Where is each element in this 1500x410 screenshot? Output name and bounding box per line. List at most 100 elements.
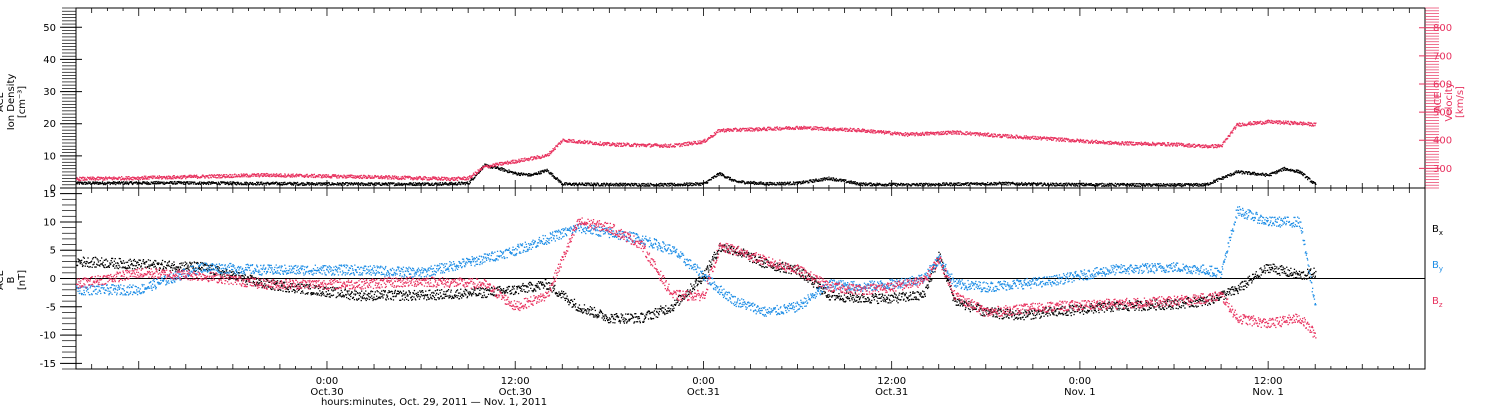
density-point xyxy=(410,182,412,184)
density-point xyxy=(642,183,645,185)
density-point xyxy=(930,185,932,187)
velocity-point xyxy=(832,129,834,132)
density-point xyxy=(698,184,700,187)
velocity-point xyxy=(139,178,141,181)
density-point xyxy=(596,184,598,186)
density-point xyxy=(760,181,762,183)
velocity-point xyxy=(317,174,320,176)
velocity-point xyxy=(660,144,662,146)
density-point xyxy=(549,173,551,175)
density-point xyxy=(155,182,157,184)
velocity-point xyxy=(495,165,497,167)
velocity-point xyxy=(92,179,95,181)
velocity-point xyxy=(840,128,842,130)
velocity-point xyxy=(402,177,404,179)
density-point xyxy=(592,183,594,185)
density-point xyxy=(91,182,94,184)
velocity-point xyxy=(171,177,173,180)
velocity-point xyxy=(707,138,709,141)
density-point xyxy=(172,183,174,185)
velocity-point xyxy=(666,144,668,146)
velocity-point xyxy=(898,134,901,136)
density-point xyxy=(541,170,543,173)
velocity-point xyxy=(344,175,346,177)
velocity-point xyxy=(794,128,796,130)
velocity-point xyxy=(694,142,696,144)
velocity-point xyxy=(246,174,249,177)
density-point xyxy=(1156,183,1158,186)
velocity-point xyxy=(136,176,139,178)
density-point xyxy=(670,182,672,185)
velocity-point xyxy=(1016,134,1018,136)
density-point xyxy=(1169,183,1171,185)
velocity-point xyxy=(189,175,191,177)
velocity-point xyxy=(170,176,172,178)
velocity-point xyxy=(679,145,681,148)
density-point xyxy=(935,183,937,185)
density-point xyxy=(835,177,837,180)
density-point xyxy=(409,184,411,186)
velocity-point xyxy=(257,173,260,175)
velocity-point xyxy=(652,144,654,146)
velocity-point xyxy=(169,175,171,178)
density-point xyxy=(198,182,200,184)
velocity-point xyxy=(670,143,672,145)
density-point xyxy=(762,182,765,184)
velocity-point xyxy=(772,129,774,131)
velocity-point xyxy=(768,128,771,131)
velocity-point xyxy=(538,155,540,158)
density-point xyxy=(187,181,189,183)
velocity-point xyxy=(451,178,453,180)
velocity-point xyxy=(168,175,170,177)
density-point xyxy=(434,183,436,185)
velocity-point xyxy=(180,176,182,178)
velocity-point xyxy=(536,155,539,157)
velocity-point xyxy=(218,174,220,176)
density-point xyxy=(754,181,756,183)
density-point xyxy=(999,182,1001,184)
density-point xyxy=(481,168,484,170)
density-point xyxy=(304,183,306,185)
density-point xyxy=(361,182,363,184)
density-point xyxy=(1009,184,1011,186)
velocity-point xyxy=(553,148,556,150)
density-point xyxy=(148,182,150,184)
velocity-point xyxy=(577,141,579,143)
density-point xyxy=(398,184,401,186)
velocity-point xyxy=(953,130,956,133)
density-point xyxy=(835,180,837,182)
density-point xyxy=(1315,183,1317,185)
density-point xyxy=(674,184,676,186)
density-point xyxy=(176,181,178,183)
velocity-point xyxy=(217,174,220,176)
density-point xyxy=(613,184,615,187)
density-point xyxy=(679,185,681,187)
velocity-point xyxy=(810,126,812,128)
velocity-point xyxy=(662,144,664,146)
density-point xyxy=(332,182,334,185)
density-point xyxy=(632,184,634,186)
velocity-point xyxy=(139,177,141,179)
velocity-point xyxy=(163,176,165,179)
density-point xyxy=(998,182,1000,184)
density-point xyxy=(675,185,677,187)
density-point xyxy=(430,184,432,186)
density-point xyxy=(697,182,699,184)
density-point xyxy=(104,183,106,186)
velocity-point xyxy=(511,160,513,162)
density-point xyxy=(178,181,180,183)
velocity-point xyxy=(270,173,272,175)
density-point xyxy=(1055,183,1057,185)
velocity-point xyxy=(943,133,945,135)
velocity-point xyxy=(602,142,604,144)
density-point xyxy=(1119,184,1121,186)
density-point xyxy=(862,185,864,187)
density-axis-tick-label: 50 xyxy=(43,23,56,34)
density-point xyxy=(395,183,397,185)
density-point xyxy=(689,183,691,186)
velocity-point xyxy=(403,175,406,177)
density-point xyxy=(932,184,934,186)
velocity-point xyxy=(978,135,981,137)
density-point xyxy=(552,173,554,175)
density-point xyxy=(1103,185,1106,187)
